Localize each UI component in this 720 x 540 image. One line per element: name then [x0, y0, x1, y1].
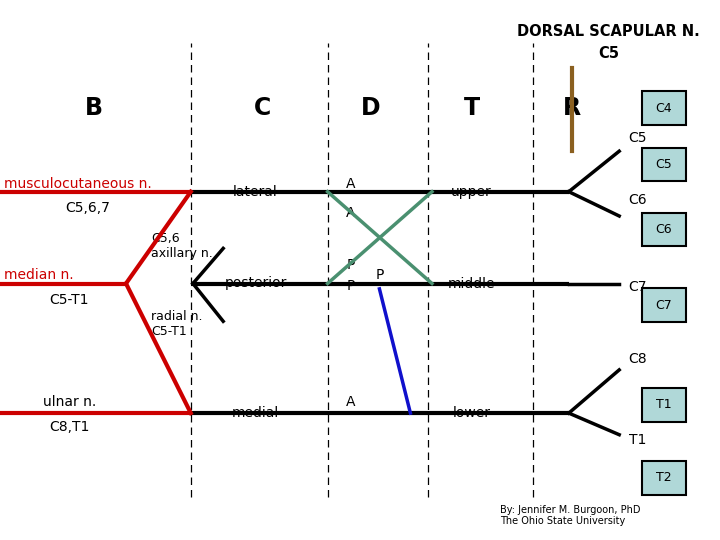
Text: lateral: lateral [233, 185, 278, 199]
Text: C5: C5 [629, 131, 647, 145]
Text: T1: T1 [629, 433, 646, 447]
Text: ulnar n.: ulnar n. [43, 395, 96, 409]
Text: median n.: median n. [4, 268, 73, 282]
Text: radial n.
C5-T1: radial n. C5-T1 [151, 310, 203, 338]
Text: P: P [346, 258, 355, 272]
Text: C5: C5 [598, 46, 619, 61]
Text: lower: lower [453, 406, 490, 420]
Text: C6: C6 [629, 193, 647, 207]
Text: DORSAL SCAPULAR N.: DORSAL SCAPULAR N. [517, 24, 700, 39]
Text: C5,6,7: C5,6,7 [65, 201, 109, 215]
FancyBboxPatch shape [642, 288, 686, 322]
FancyBboxPatch shape [642, 388, 686, 422]
Text: B: B [85, 96, 103, 120]
Text: musculocutaneous n.: musculocutaneous n. [4, 177, 151, 191]
Text: middle: middle [448, 276, 495, 291]
Text: C: C [254, 96, 271, 120]
Text: medial: medial [232, 406, 279, 420]
FancyBboxPatch shape [642, 461, 686, 495]
Text: C5,6
axillary n.: C5,6 axillary n. [151, 232, 213, 260]
Text: posterior: posterior [225, 276, 287, 291]
Text: T1: T1 [656, 399, 672, 411]
Text: C5-T1: C5-T1 [49, 293, 89, 307]
Text: R: R [563, 96, 582, 120]
Text: upper: upper [451, 185, 492, 199]
Text: A: A [346, 206, 356, 220]
Text: A: A [346, 177, 356, 191]
FancyBboxPatch shape [642, 213, 686, 246]
Text: A: A [346, 395, 356, 409]
Text: C7: C7 [629, 280, 647, 294]
FancyBboxPatch shape [642, 91, 686, 125]
Text: T: T [464, 96, 480, 120]
Text: P: P [375, 268, 384, 282]
Text: C8: C8 [629, 352, 647, 366]
Text: C6: C6 [655, 223, 672, 236]
Text: C4: C4 [655, 102, 672, 114]
Text: P: P [346, 279, 355, 293]
Text: C7: C7 [655, 299, 672, 312]
Text: T2: T2 [656, 471, 672, 484]
FancyBboxPatch shape [642, 148, 686, 181]
Text: D: D [361, 96, 381, 120]
Text: C5: C5 [655, 158, 672, 171]
Text: By: Jennifer M. Burgoon, PhD
The Ohio State University: By: Jennifer M. Burgoon, PhD The Ohio St… [500, 505, 641, 526]
Text: C8,T1: C8,T1 [49, 420, 89, 434]
